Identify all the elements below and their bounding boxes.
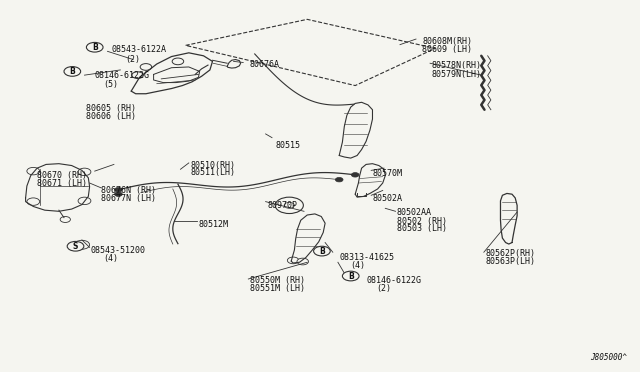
- Text: 80510(RH): 80510(RH): [191, 161, 236, 170]
- Text: 08543-6122A: 08543-6122A: [112, 45, 167, 54]
- Circle shape: [115, 187, 122, 192]
- Circle shape: [275, 197, 303, 214]
- Text: 80671 (LH): 80671 (LH): [37, 179, 87, 188]
- Text: (2): (2): [376, 284, 391, 293]
- Text: B: B: [92, 43, 97, 52]
- Text: B: B: [70, 67, 75, 76]
- Text: 80502 (RH): 80502 (RH): [397, 217, 447, 225]
- Circle shape: [284, 202, 294, 208]
- Text: 80605 (RH): 80605 (RH): [86, 104, 136, 113]
- Text: B: B: [319, 247, 324, 256]
- Text: 80578N(RH): 80578N(RH): [432, 61, 482, 70]
- Circle shape: [172, 58, 184, 65]
- Text: 80511(LH): 80511(LH): [191, 168, 236, 177]
- Circle shape: [287, 257, 299, 264]
- Text: (4): (4): [104, 254, 118, 263]
- Circle shape: [115, 192, 122, 196]
- Circle shape: [64, 67, 81, 76]
- Text: 80609 (LH): 80609 (LH): [422, 45, 472, 54]
- Text: 80970P: 80970P: [268, 201, 298, 210]
- Circle shape: [78, 168, 91, 176]
- Text: (5): (5): [104, 80, 118, 89]
- Text: 80670 (RH): 80670 (RH): [37, 171, 87, 180]
- Text: 80676A: 80676A: [250, 60, 280, 68]
- Text: 80606 (LH): 80606 (LH): [86, 112, 136, 121]
- Circle shape: [297, 258, 308, 265]
- Text: 80676N (RH): 80676N (RH): [101, 186, 156, 195]
- Text: 80570M: 80570M: [372, 169, 403, 178]
- Circle shape: [74, 240, 90, 249]
- Text: 80677N (LH): 80677N (LH): [101, 194, 156, 203]
- Text: 80512M: 80512M: [198, 220, 228, 229]
- Text: 08313-41625: 08313-41625: [339, 253, 394, 262]
- Text: (4): (4): [351, 261, 365, 270]
- Text: 80579N(LH): 80579N(LH): [432, 70, 482, 78]
- Circle shape: [342, 271, 359, 281]
- Text: 80551M (LH): 80551M (LH): [250, 284, 305, 293]
- Circle shape: [314, 246, 330, 256]
- Text: (2): (2): [125, 55, 140, 64]
- Circle shape: [86, 42, 103, 52]
- Text: J805000^: J805000^: [590, 353, 627, 362]
- Text: 80608M(RH): 80608M(RH): [422, 37, 472, 46]
- Circle shape: [335, 177, 343, 182]
- Text: 08146-6122G: 08146-6122G: [366, 276, 421, 285]
- Text: 80502AA: 80502AA: [397, 208, 432, 217]
- Circle shape: [78, 197, 91, 205]
- Text: B: B: [348, 272, 353, 280]
- Text: 80503 (LH): 80503 (LH): [397, 224, 447, 233]
- Text: 80550M (RH): 80550M (RH): [250, 276, 305, 285]
- Circle shape: [27, 198, 40, 205]
- Text: 80563P(LH): 80563P(LH): [485, 257, 535, 266]
- Text: 08543-51200: 08543-51200: [91, 246, 146, 254]
- Text: 08146-6122G: 08146-6122G: [95, 71, 150, 80]
- Circle shape: [132, 72, 143, 78]
- Circle shape: [27, 167, 40, 175]
- Circle shape: [60, 217, 70, 222]
- Circle shape: [140, 64, 152, 70]
- Circle shape: [67, 241, 84, 251]
- Text: 80562P(RH): 80562P(RH): [485, 249, 535, 258]
- Circle shape: [351, 173, 359, 177]
- Text: 80515: 80515: [275, 141, 300, 150]
- Text: S: S: [73, 242, 78, 251]
- Text: 80502A: 80502A: [372, 194, 403, 203]
